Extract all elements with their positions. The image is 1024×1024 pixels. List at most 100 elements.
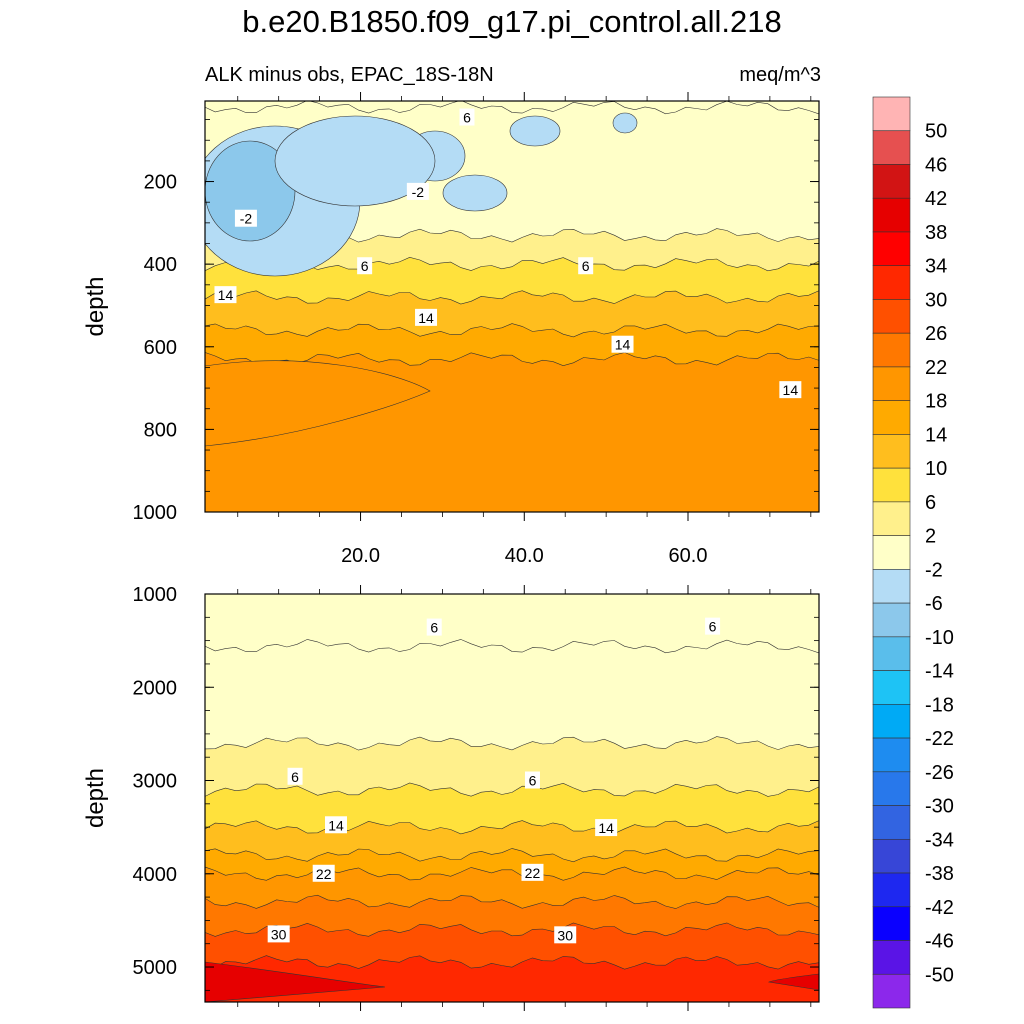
colorbar-label: -38 <box>925 863 954 885</box>
svg-text:14: 14 <box>218 287 234 303</box>
contour-label: 14 <box>214 286 237 304</box>
colorbar-box <box>872 366 911 401</box>
colorbar-label: 46 <box>925 154 947 176</box>
colorbar-box <box>872 501 911 536</box>
colorbar-label: 34 <box>925 256 947 278</box>
y-tick-label: 3000 <box>133 771 178 793</box>
colorbar-box <box>872 96 911 132</box>
contour-label: 6 <box>459 108 475 126</box>
svg-text:6: 6 <box>709 619 717 635</box>
colorbar-box <box>872 197 911 233</box>
contour-label: 6 <box>426 618 442 636</box>
colorbar-box <box>872 400 911 435</box>
lower-panel: 6 6 6 6 14 14 22 22 30 30 1000 2000 3000 4000 5000 dept… <box>82 584 820 1011</box>
colorbar-box <box>872 771 911 806</box>
x-tick-label: 40.0 <box>505 545 544 567</box>
colorbar-label: -46 <box>925 931 954 953</box>
svg-text:6: 6 <box>582 258 590 274</box>
colorbar-box <box>872 569 911 604</box>
svg-text:22: 22 <box>525 865 541 881</box>
y-tick-label: 400 <box>144 254 177 276</box>
colorbar-label: -18 <box>925 694 954 716</box>
contour-label: 6 <box>578 257 594 275</box>
colorbar-label: 30 <box>925 289 947 311</box>
colorbar-label: 10 <box>925 458 947 480</box>
contour-blob-3 <box>509 115 561 147</box>
y-tick-label: 800 <box>144 419 177 441</box>
y-tick-label: 1000 <box>133 584 178 606</box>
contour-label: 6 <box>524 771 540 789</box>
svg-text:6: 6 <box>361 258 369 274</box>
colorbar: 50 46 42 38 34 30 26 22 18 14 10 6 2 -2 -6 -10 -14 -18 -22… <box>872 96 954 1009</box>
colorbar-label: 14 <box>925 424 947 446</box>
contour-label: -2 <box>234 209 257 227</box>
colorbar-label: 18 <box>925 391 947 413</box>
contour-max-right <box>767 973 819 991</box>
plot-title: b.e20.B1850.f09_g17.pi_control.all.218 <box>242 4 782 39</box>
contour-blob-6 <box>274 115 436 207</box>
y-tick-label: 4000 <box>133 864 178 886</box>
colorbar-label: -6 <box>925 593 943 615</box>
contour-blob-4 <box>442 174 508 212</box>
y-tick-label: 2000 <box>133 677 178 699</box>
upper-panel: 6 -2 -2 6 6 14 14 14 14 200 400 600 800 1000 20.0 40.0 6… <box>82 92 820 567</box>
colorbar-box <box>872 704 911 739</box>
contour-label: 14 <box>415 308 438 326</box>
contour-label: 22 <box>521 863 544 881</box>
contour-label: 22 <box>312 864 335 882</box>
contour-label: -2 <box>406 182 429 200</box>
x-tick-label: 20.0 <box>341 545 380 567</box>
y-tick-label: 1000 <box>133 502 178 524</box>
svg-text:30: 30 <box>557 927 573 943</box>
svg-text:-2: -2 <box>240 211 253 227</box>
y-tick-label: 200 <box>144 172 177 194</box>
contour-label: 6 <box>287 767 303 785</box>
colorbar-box <box>872 838 911 874</box>
colorbar-label: -10 <box>925 627 954 649</box>
contour-label: 6 <box>705 617 721 635</box>
x-tick-label: 60.0 <box>669 545 708 567</box>
svg-text:14: 14 <box>598 820 614 836</box>
colorbar-box <box>872 299 911 334</box>
colorbar-box <box>872 467 911 503</box>
colorbar-box <box>872 332 911 368</box>
y-axis-title: depth <box>82 768 109 828</box>
y-tick-label: 5000 <box>133 957 178 979</box>
colorbar-box <box>872 231 911 267</box>
contour-band-34 <box>205 955 819 1002</box>
units-label: meq/m^3 <box>739 64 821 86</box>
colorbar-label: 38 <box>925 222 947 244</box>
contour-label: 30 <box>267 925 290 943</box>
colorbar-box <box>872 434 911 469</box>
svg-text:6: 6 <box>291 769 299 785</box>
contour-label: 14 <box>324 816 347 834</box>
contour-label: 14 <box>779 381 802 399</box>
svg-text:14: 14 <box>418 310 434 326</box>
colorbar-label: 50 <box>925 121 947 143</box>
colorbar-label: -14 <box>925 661 954 683</box>
svg-text:14: 14 <box>783 382 799 398</box>
colorbar-box <box>872 872 911 908</box>
svg-text:14: 14 <box>615 337 631 353</box>
contour-label: 30 <box>554 926 577 944</box>
colorbar-box <box>872 636 911 671</box>
colorbar-label: 42 <box>925 188 947 210</box>
colorbar-box <box>872 164 911 199</box>
colorbar-box <box>872 265 911 300</box>
colorbar-box <box>872 940 911 975</box>
colorbar-box <box>872 973 911 1009</box>
contour-tongue <box>205 360 431 447</box>
svg-text:22: 22 <box>316 866 332 882</box>
contour-label: 14 <box>611 335 634 353</box>
colorbar-label: -26 <box>925 762 954 784</box>
colorbar-label: 6 <box>925 492 936 514</box>
colorbar-label: 22 <box>925 357 947 379</box>
plot-frame <box>204 593 820 1003</box>
colorbar-box <box>872 906 911 941</box>
svg-text:6: 6 <box>463 110 471 126</box>
colorbar-box <box>872 670 911 705</box>
svg-text:-2: -2 <box>412 184 425 200</box>
colorbar-label: -2 <box>925 559 943 581</box>
colorbar-label: 2 <box>925 526 936 548</box>
